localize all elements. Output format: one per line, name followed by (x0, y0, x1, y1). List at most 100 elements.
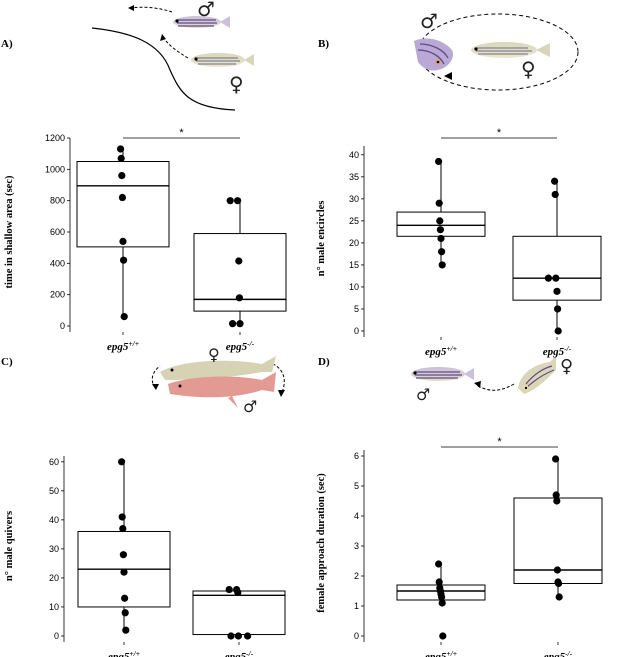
data-point (117, 154, 125, 162)
arrowhead-icon (444, 72, 452, 80)
significance-marker: * (497, 436, 502, 448)
data-point (225, 585, 233, 594)
y-tick-label: 10 (49, 602, 59, 612)
female-zebrafish-icon (518, 356, 556, 394)
data-point (555, 579, 563, 588)
data-point (435, 199, 443, 207)
y-tick-label: 1000 (45, 164, 65, 174)
x-category-label: epg5+/+ (108, 649, 140, 657)
data-point (555, 593, 563, 601)
data-point (436, 226, 444, 234)
y-tick-label: 200 (50, 290, 65, 300)
data-point (118, 172, 126, 180)
data-point (120, 313, 128, 321)
female-symbol-icon: ♀ (521, 57, 536, 81)
y-axis-title: n° male quivers (4, 511, 15, 581)
chart-panel-d: D) 0 1 2 3 4 5 6 female approach duration (sec) e… (316, 356, 603, 657)
panel-label: A) (1, 38, 13, 50)
data-point (554, 327, 562, 335)
arrowhead-icon (152, 384, 159, 390)
x-category-label: epg5-/- (225, 649, 254, 657)
data-point (229, 320, 237, 328)
y-tick-label: 15 (349, 260, 359, 270)
data-point (438, 599, 446, 607)
y-tick-label: 20 (349, 238, 359, 248)
data-point (554, 305, 562, 313)
data-point (118, 458, 126, 466)
data-point (244, 632, 252, 640)
y-tick-label: 4 (354, 511, 359, 521)
y-tick-label: 50 (49, 486, 59, 496)
y-axis-title: female approach duration (sec) (316, 473, 327, 613)
data-point (551, 190, 559, 199)
data-point (437, 234, 445, 243)
y-tick-label: 2 (354, 571, 359, 581)
significance-marker: * (179, 127, 184, 139)
y-tick-label: 60 (49, 457, 59, 467)
y-tick-label: 5 (354, 481, 359, 491)
female-symbol-icon: ♀ (560, 356, 573, 377)
chart-panel-b: B) 0 5 10 15 20 25 30 35 40 n° male encircles epg5+… (316, 38, 602, 358)
box-wildtype (77, 458, 171, 634)
data-point (552, 491, 560, 499)
y-tick-label: 35 (349, 172, 359, 182)
data-point (121, 594, 129, 602)
data-point (544, 274, 553, 282)
box-mutant (513, 455, 603, 601)
swim-path-arrow (131, 6, 173, 13)
data-point (235, 294, 243, 302)
data-point (118, 513, 126, 521)
data-point (120, 568, 128, 576)
y-tick-label: 600 (50, 227, 65, 237)
data-point (121, 609, 129, 617)
data-point (234, 197, 242, 205)
box-mutant (512, 177, 602, 335)
arrowhead-icon (128, 5, 134, 11)
data-point (226, 197, 234, 205)
y-tick-label: 0 (60, 321, 65, 331)
data-point (119, 237, 127, 245)
box-wildtype (76, 145, 170, 321)
y-tick-label: 40 (49, 515, 59, 525)
data-point (438, 248, 446, 256)
data-point (553, 566, 562, 574)
y-tick-label: 1200 (45, 133, 65, 143)
data-point (552, 274, 560, 282)
male-zebrafish-icon (168, 372, 276, 408)
male-zebrafish-icon (414, 38, 454, 71)
data-point (119, 524, 127, 533)
male-symbol-icon: ♂ (197, 0, 215, 21)
data-point (234, 632, 242, 640)
x-category-label: epg5+/+ (425, 344, 457, 358)
chart-panel-c: C) 0 10 20 30 40 50 60 n° male quivers epg5+/+ epg… (1, 356, 286, 657)
male-zebrafish-icon (411, 367, 474, 381)
illustration-a: ♂ ♀ (91, 0, 254, 111)
y-tick-label: 5 (354, 304, 359, 314)
box-wildtype (396, 157, 486, 269)
data-point (438, 593, 446, 601)
y-axis-title: n° male encircles (316, 201, 327, 277)
illustration-b: ♂ ♀ (414, 9, 579, 91)
y-tick-label: 3 (354, 541, 359, 551)
x-category-label: epg5-/- (544, 649, 573, 657)
y-tick-label: 0 (354, 631, 359, 641)
data-point (553, 287, 561, 295)
male-symbol-icon: ♂ (243, 397, 257, 416)
panel-label: D) (318, 356, 330, 368)
swim-path-arrow (163, 37, 189, 59)
male-symbol-icon: ♂ (420, 9, 438, 33)
x-category-label: epg5+/+ (425, 649, 457, 657)
y-tick-label: 0 (354, 326, 359, 336)
y-tick-label: 25 (349, 216, 359, 226)
data-point (435, 578, 443, 586)
y-tick-label: 400 (50, 258, 65, 268)
y-tick-label: 30 (49, 544, 59, 554)
chart-panel-a: A) 0 200 400 600 800 1000 1200 time in shallow a… (1, 38, 287, 353)
data-point (118, 193, 126, 202)
data-point (553, 497, 561, 505)
data-point (551, 177, 559, 185)
data-point (122, 626, 130, 634)
box-wildtype (396, 560, 486, 640)
